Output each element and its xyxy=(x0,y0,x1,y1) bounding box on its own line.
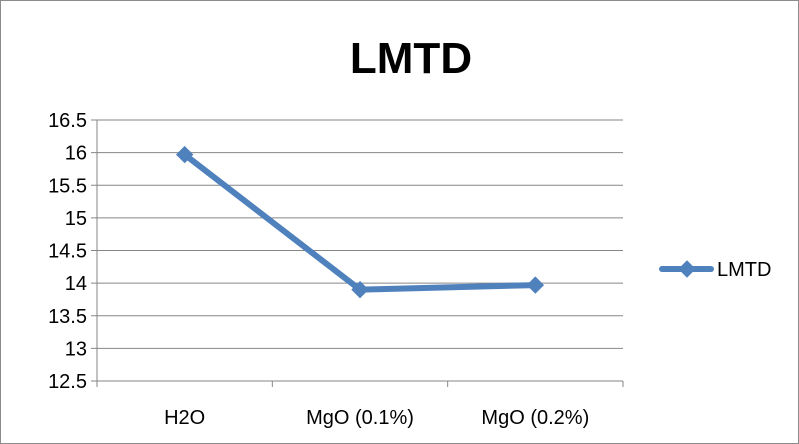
grid-lines xyxy=(91,119,624,387)
y-tick-label: 13 xyxy=(65,338,87,360)
series-line xyxy=(181,151,539,293)
legend: LMTD xyxy=(659,259,771,281)
x-tick-labels: H2O MgO (0.1%) MgO (0.2%) xyxy=(164,407,589,429)
y-tick-label: 16.5 xyxy=(48,110,87,132)
x-tick-label: MgO (0.2%) xyxy=(481,407,589,429)
y-tick-label: 16 xyxy=(65,143,87,165)
y-tick-label: 15.5 xyxy=(48,175,87,197)
axes xyxy=(96,120,623,382)
legend-label: LMTD xyxy=(717,259,771,281)
y-tick-label: 15 xyxy=(65,208,87,230)
data-point xyxy=(175,145,194,164)
y-tick-label: 13.5 xyxy=(48,306,87,328)
series-layer xyxy=(175,145,545,299)
y-tick-labels: 12.5 13 13.5 14 14.5 15 15.5 16 16.5 xyxy=(48,110,87,393)
y-tick-label: 12.5 xyxy=(48,371,87,393)
y-tick-label: 14.5 xyxy=(48,241,87,263)
x-tick-label: H2O xyxy=(164,407,205,429)
chart-title: LMTD xyxy=(350,34,472,83)
y-tick-label: 14 xyxy=(65,273,87,295)
data-point xyxy=(351,280,369,299)
x-tick-label: MgO (0.1%) xyxy=(306,407,414,429)
legend-marker xyxy=(678,260,696,278)
data-point xyxy=(526,276,545,294)
